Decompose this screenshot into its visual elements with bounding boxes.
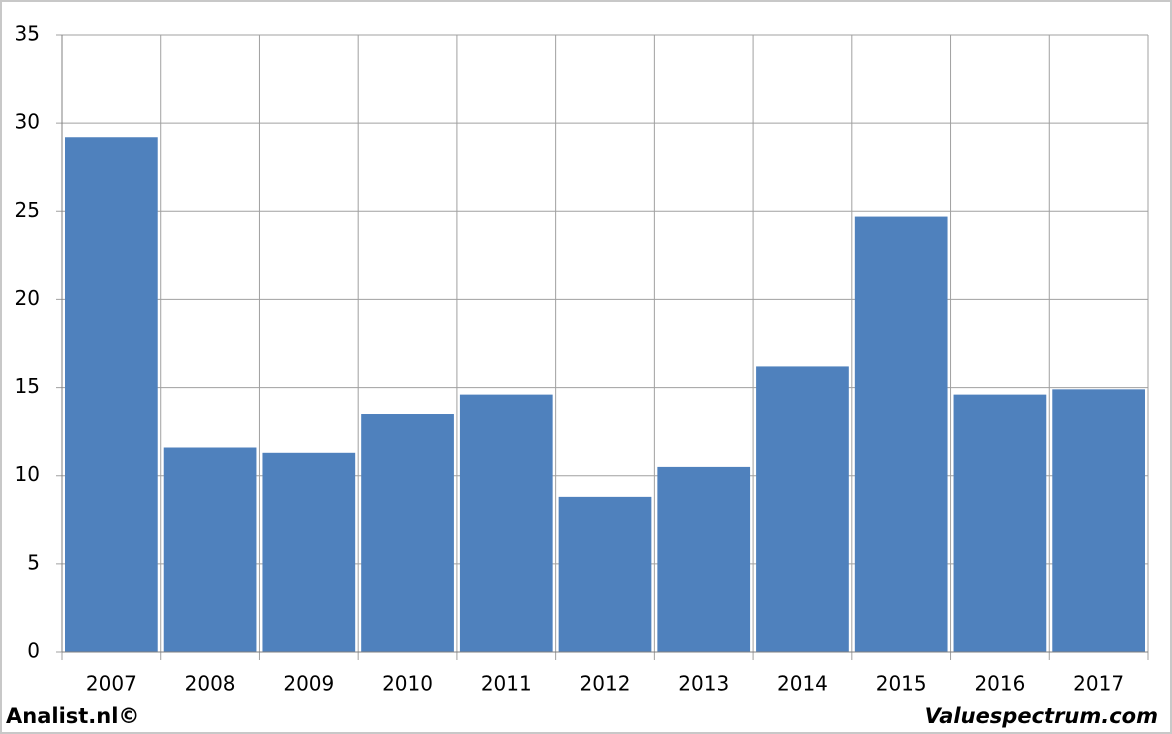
x-tick-label: 2008	[185, 672, 236, 696]
x-tick-label: 2009	[283, 672, 334, 696]
bar	[65, 137, 158, 652]
bar	[361, 414, 454, 652]
x-tick-label: 2011	[481, 672, 532, 696]
source: Valuespectrum.com	[925, 704, 1158, 728]
y-tick-label: 20	[15, 286, 40, 310]
bar	[657, 466, 751, 652]
y-tick-label: 10	[15, 462, 40, 486]
bar	[459, 394, 553, 652]
bar	[756, 366, 849, 652]
x-tick-label: 2010	[382, 672, 433, 696]
y-tick-label: 15	[15, 374, 40, 398]
bar	[558, 496, 652, 652]
bar	[854, 216, 948, 652]
x-tick-label: 2007	[86, 672, 137, 696]
x-tick-label: 2016	[974, 672, 1025, 696]
y-tick-label: 0	[27, 639, 40, 663]
credit: Analist.nl©	[6, 704, 139, 728]
bar	[1052, 389, 1145, 652]
x-tick-label: 2015	[876, 672, 927, 696]
y-tick-label: 30	[15, 110, 40, 134]
bar	[163, 447, 257, 652]
y-tick-label: 5	[27, 550, 40, 574]
y-tick-label: 35	[15, 22, 40, 46]
x-tick-label: 2017	[1073, 672, 1124, 696]
y-tick-label: 25	[15, 198, 40, 222]
x-tick-label: 2014	[777, 672, 828, 696]
bar	[953, 394, 1047, 652]
x-tick-label: 2012	[580, 672, 631, 696]
bar	[262, 452, 356, 652]
x-tick-label: 2013	[678, 672, 729, 696]
